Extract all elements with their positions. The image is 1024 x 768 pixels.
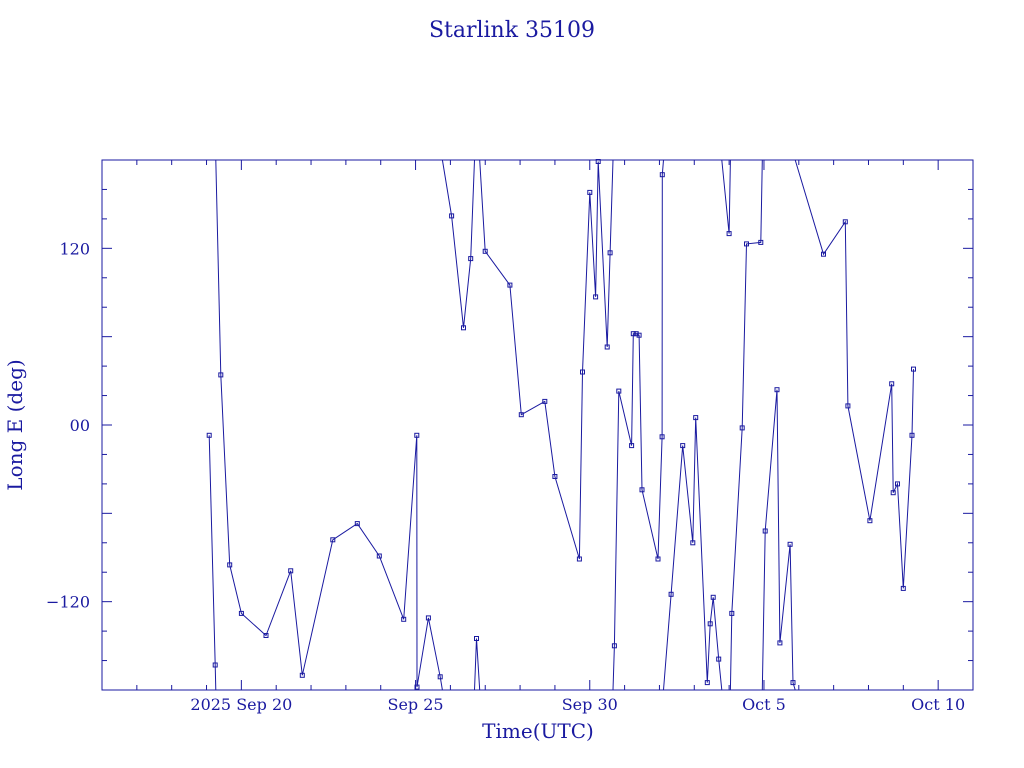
plot-frame: [101, 159, 974, 691]
data-point: [790, 680, 796, 686]
x-tick-label: Oct 10: [911, 695, 965, 714]
data-point: [690, 540, 696, 546]
data-point: [729, 610, 735, 616]
data-point: [774, 387, 780, 393]
chart-title: Starlink 35109: [429, 18, 595, 43]
data-point: [659, 434, 665, 440]
data-point: [330, 537, 336, 543]
data-point: [263, 633, 269, 638]
data-point: [414, 684, 420, 690]
data-point: [507, 282, 513, 288]
x-tick-label: Sep 30: [562, 695, 618, 714]
data-point: [580, 369, 585, 375]
data-point: [845, 403, 851, 409]
data-point: [218, 372, 224, 378]
data-point: [238, 610, 244, 616]
data-point: [867, 518, 873, 524]
data-point: [611, 643, 617, 649]
data-point: [425, 615, 431, 621]
data-point: [437, 674, 443, 680]
data-point: [414, 432, 420, 438]
data-point: [842, 219, 848, 225]
data-point: [895, 481, 900, 487]
data-point: [762, 528, 768, 534]
series-line: [208, 159, 914, 691]
data-point: [401, 616, 407, 622]
data-point: [595, 159, 601, 164]
data-point: [474, 636, 479, 641]
data-point: [630, 331, 636, 337]
x-tick-label: Oct 5: [742, 695, 786, 714]
data-point: [890, 490, 896, 496]
data-point: [777, 640, 783, 646]
data-point: [468, 256, 474, 262]
data-point: [354, 521, 360, 527]
data-point: [587, 189, 593, 195]
data-point: [704, 680, 710, 686]
data-point: [299, 672, 305, 678]
data-point: [744, 241, 749, 247]
y-tick-label: 120: [59, 239, 90, 258]
data-point: [461, 325, 466, 331]
data-point: [710, 594, 716, 600]
data-point: [680, 443, 686, 449]
data-point: [668, 591, 674, 597]
y-axis-label: Long E (deg): [3, 359, 27, 490]
data-point: [552, 474, 558, 479]
data-point: [616, 388, 622, 394]
data-point: [787, 541, 793, 547]
x-axis-label: Time(UTC): [482, 719, 594, 743]
data-point: [629, 443, 635, 449]
data-point: [227, 562, 233, 568]
data-point: [212, 662, 218, 668]
data-point: [758, 239, 764, 245]
data-point: [716, 656, 722, 662]
data-point: [593, 294, 599, 300]
data-point: [639, 487, 645, 493]
data-point: [909, 432, 915, 438]
data-point: [607, 250, 613, 256]
data-point: [900, 585, 906, 591]
data-point: [889, 381, 895, 387]
data-point: [911, 366, 916, 372]
data-point: [542, 398, 548, 404]
data-point: [636, 332, 642, 338]
y-tick-label: −120: [46, 593, 90, 612]
data-point: [518, 412, 524, 418]
data-point: [821, 251, 826, 257]
data-point: [482, 248, 488, 254]
x-tick-label: Sep 25: [387, 695, 443, 714]
data-point: [206, 432, 212, 438]
data-point: [576, 556, 582, 562]
x-tick-label: 2025 Sep 20: [190, 695, 292, 714]
data-point: [288, 568, 294, 574]
y-tick-label: 00: [70, 416, 90, 435]
data-point: [449, 213, 455, 219]
data-point: [739, 425, 745, 431]
data-point: [693, 415, 699, 421]
data-point: [707, 621, 713, 627]
data-point: [726, 231, 732, 237]
data-point: [376, 553, 382, 559]
data-point: [604, 344, 610, 350]
data-point: [659, 172, 665, 178]
data-point: [655, 556, 661, 562]
